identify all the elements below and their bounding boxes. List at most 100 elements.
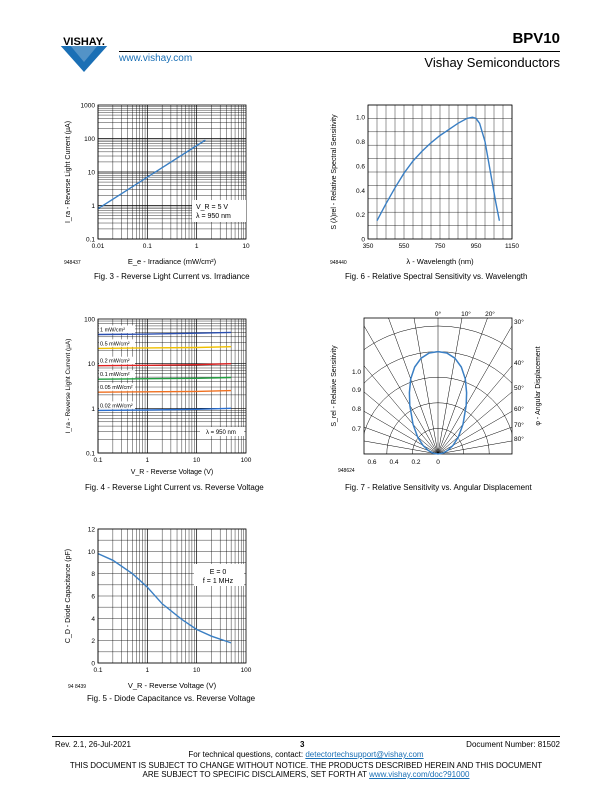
header-divider bbox=[119, 51, 560, 52]
fig6-xtick: 550 bbox=[399, 243, 410, 250]
fig4-annotation: λ = 950 nm bbox=[206, 430, 236, 436]
fig6-xtick: 950 bbox=[471, 243, 482, 250]
footer-divider bbox=[52, 736, 560, 737]
disclaimer-link[interactable]: www.vishay.com/doc?91000 bbox=[369, 770, 470, 779]
fig4-label-bg bbox=[99, 401, 135, 409]
fig7-chart: 0° 10° 20° 30° 40° 50° 60° 70° 80° 1.0 0.9 0.8 0.7 0.… bbox=[331, 310, 542, 474]
page-number: 3 bbox=[300, 740, 305, 749]
fig4-series-2 bbox=[97, 363, 232, 367]
fig4-series-label: 0.1 mW/cm² bbox=[100, 372, 130, 378]
part-number: BPV10 bbox=[512, 30, 560, 47]
fig6-xtick: 1150 bbox=[505, 243, 519, 250]
fig5-series-0 bbox=[97, 552, 232, 644]
fig6-ytick: 0.2 bbox=[356, 212, 365, 219]
fig4-series-label: 0.05 mW/cm² bbox=[100, 385, 133, 391]
vishay-logo: VISHAY. bbox=[55, 36, 113, 72]
fig4-series-0 bbox=[97, 331, 232, 336]
fig4-series-label: 0.2 mW/cm² bbox=[100, 359, 130, 365]
fig4-xtick: 10 bbox=[193, 457, 201, 464]
fig6-ylabel: S (λ)rel - Relative Spectral Sensitivity bbox=[331, 114, 338, 230]
fig7-radial-tick: 0.9 bbox=[352, 387, 361, 394]
fig4-caption: Fig. 4 - Reverse Light Current vs. Rever… bbox=[85, 483, 264, 492]
fig3-ytick: 1000 bbox=[81, 103, 96, 110]
fig5-xtick: 0.1 bbox=[93, 667, 102, 674]
fig7-spoke bbox=[364, 426, 439, 454]
fig5-code: 94 8439 bbox=[68, 684, 86, 690]
fig4-series-label: 1 mW/cm² bbox=[100, 327, 125, 333]
fig4-series-5 bbox=[97, 407, 232, 412]
fig4-label-bg bbox=[99, 370, 135, 378]
fig3-ytick: 0.1 bbox=[86, 237, 95, 244]
fig7-spoke bbox=[364, 391, 439, 454]
fig6-ytick: 0.6 bbox=[356, 163, 365, 170]
contact-line: For technical questions, contact: detect… bbox=[0, 750, 612, 759]
fig6-ytick: 1.0 bbox=[356, 115, 365, 122]
disclaimer-prefix: ARE SUBJECT TO SPECIFIC DISCLAIMERS, SET… bbox=[142, 770, 370, 779]
fig3-annotation-1: V_R = 5 V bbox=[196, 204, 228, 211]
fig4-series-1 bbox=[97, 346, 232, 350]
fig4-series-4 bbox=[97, 389, 232, 393]
fig5-xtick: 100 bbox=[241, 667, 252, 674]
fig7-spoke bbox=[364, 410, 439, 454]
fig5-ytick: 4 bbox=[91, 616, 95, 623]
fig7-code: 948624 bbox=[338, 468, 355, 474]
fig7-angle-tick: 20° bbox=[485, 310, 495, 318]
fig5-annotation-1: E = 0 bbox=[210, 569, 227, 576]
fig7-angle-tick: 50° bbox=[514, 384, 524, 392]
fig7-spoke bbox=[364, 365, 439, 454]
fig7-angle-tick: 70° bbox=[514, 421, 524, 429]
website-link[interactable]: www.vishay.com bbox=[119, 53, 193, 64]
fig7-series bbox=[408, 350, 468, 455]
fig5-xtick: 10 bbox=[193, 667, 201, 674]
fig7-axis-tick: 0.4 bbox=[389, 459, 398, 466]
fig4-label-bg bbox=[99, 356, 135, 365]
fig7-spoke bbox=[413, 318, 439, 454]
fig5-ytick: 0 bbox=[91, 661, 95, 668]
fig3-series-0 bbox=[97, 139, 206, 210]
fig5-ytick: 10 bbox=[88, 549, 96, 556]
fig7-axis-tick: 0.6 bbox=[367, 459, 376, 466]
fig7-spoke bbox=[388, 318, 439, 454]
fig6-xlabel: λ - Wavelength (nm) bbox=[406, 257, 474, 266]
fig7-spoke bbox=[437, 318, 488, 454]
fig6-chart: 350 550 750 950 1150 0 0.2 0.4 0.6 0.8 1.0 S (λ)re… bbox=[330, 104, 519, 266]
fig7-spoke bbox=[437, 410, 512, 454]
fig7-radial-tick: 1.0 bbox=[352, 369, 361, 376]
fig3-ytick: 1 bbox=[91, 203, 95, 210]
company-name: Vishay Semiconductors bbox=[424, 55, 560, 70]
contact-email-link[interactable]: detectortechsupport@vishay.com bbox=[305, 750, 424, 759]
fig5-annotation-2: f = 1 MHz bbox=[203, 578, 234, 585]
fig4-xtick: 0.1 bbox=[93, 457, 102, 464]
disclaimer-line-1: THIS DOCUMENT IS SUBJECT TO CHANGE WITHO… bbox=[69, 761, 543, 770]
document-number: Document Number: 81502 bbox=[466, 740, 560, 749]
fig3-annotation-2: λ = 950 nm bbox=[196, 213, 231, 220]
fig7-spoke bbox=[364, 440, 439, 454]
fig5-ytick: 8 bbox=[91, 571, 95, 578]
fig4-ylabel: I_ra - Reverse Light Current (µA) bbox=[65, 339, 72, 434]
fig5-chart: 0.1 1 10 100 0 2 4 6 8 10 12 C_D - Diode Capacitan… bbox=[65, 527, 252, 691]
fig4-ytick: 100 bbox=[84, 317, 95, 324]
fig3-xlabel: E_e - Irradiance (mW/cm²) bbox=[128, 257, 217, 266]
fig7-ylabel: S_rel - Relative Sensitivity bbox=[331, 345, 338, 427]
fig5-caption: Fig. 5 - Diode Capacitance vs. Reverse V… bbox=[87, 694, 256, 703]
fig5-xtick: 1 bbox=[146, 667, 150, 674]
fig3-ytick: 10 bbox=[88, 170, 96, 177]
fig5-ylabel: C_D - Diode Capacitance (pF) bbox=[65, 549, 72, 643]
fig6-xtick: 750 bbox=[435, 243, 446, 250]
fig5-ytick: 2 bbox=[91, 638, 95, 645]
fig3-xtick: 0.1 bbox=[143, 243, 152, 250]
fig7-radial-tick: 0.8 bbox=[352, 406, 361, 413]
fig7-angle-tick: 10° bbox=[461, 310, 471, 318]
fig3-xtick: 10 bbox=[242, 243, 250, 250]
fig4-ytick: 1 bbox=[91, 406, 95, 413]
fig5-ytick: 12 bbox=[88, 527, 96, 534]
fig7-angle-tick: 40° bbox=[514, 359, 524, 367]
fig6-code: 948440 bbox=[330, 260, 347, 266]
fig7-axis-tick: 0.2 bbox=[411, 459, 420, 466]
fig7-ylabel2: φ - Angular Displacement bbox=[535, 346, 542, 425]
revision: Rev. 2.1, 26-Jul-2021 bbox=[55, 740, 131, 749]
fig5-xlabel: V_R - Reverse Voltage (V) bbox=[128, 681, 217, 690]
fig7-angle-tick: 80° bbox=[514, 435, 524, 443]
fig7-radial-tick: 0.7 bbox=[352, 426, 361, 433]
fig3-ytick: 100 bbox=[84, 136, 95, 143]
